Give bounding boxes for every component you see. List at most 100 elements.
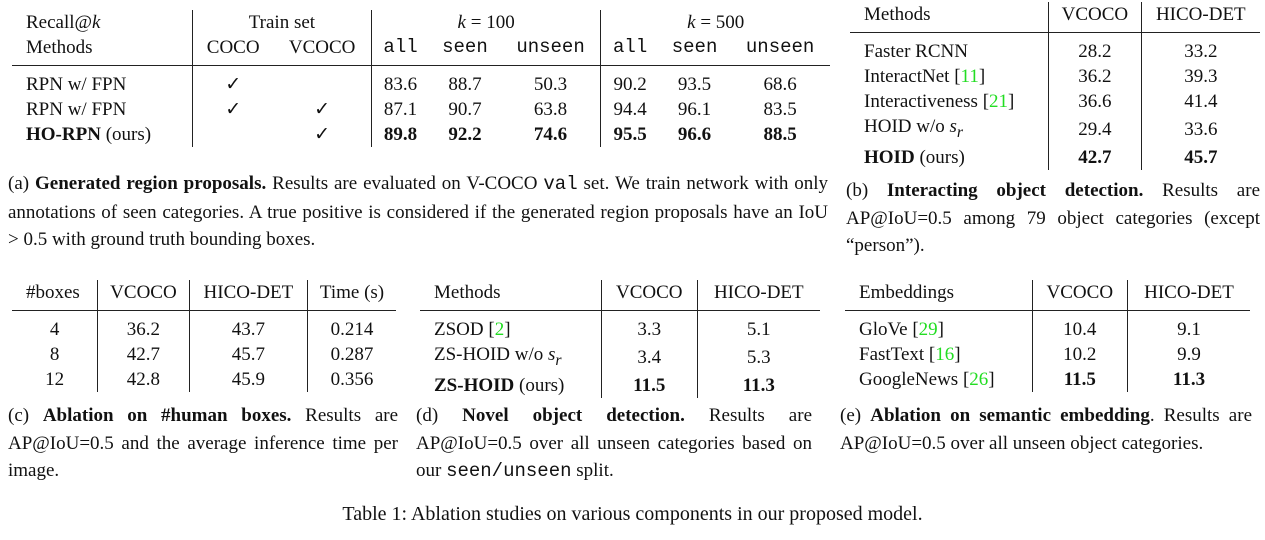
header-cell: VCOCO [1048,2,1142,33]
header-cell: k = 100 [371,10,602,35]
value-cell: 89.8 [383,124,418,145]
header-cell: unseen [500,35,602,66]
value-cell: 5.3 [746,346,771,368]
table-e-semantic-embedding: Embeddings VCOCO HICO-DET GloVe [29] 10.4 9.1… [845,280,1250,392]
value-cell: 0.214 [330,319,374,340]
caption-text: Results are AP@IoU=0.5 over all unseen c… [416,405,812,481]
caption-text: Results are evaluated on V-COCO [272,173,538,194]
value-cell: 45.7 [189,342,309,367]
header-cell: COCO [192,35,274,66]
value-cell: 42.7 [97,342,190,367]
value-cell: 41.4 [1184,91,1218,112]
value-cell [192,122,273,147]
table-b-interacting-object-detection: Methods VCOCO HICO-DET Faster RCNN 28.2 33.2 I… [850,2,1260,170]
value-cell: 3.3 [601,310,698,342]
header-cell: k = 500 [687,12,745,33]
header-cell: seen [658,35,731,66]
table-a: Recall@k Train set k = 100 k = 500 Methods CO… [12,10,830,147]
value-cell: 96.1 [677,99,712,120]
header-row: Embeddings VCOCO HICO-DET [845,280,1250,311]
value-cell: 33.2 [1184,41,1218,62]
table-c: #boxes VCOCO HICO-DET Time (s) 4 36.2 43.7 0.21… [12,280,396,392]
header-cell: #boxes [12,280,99,311]
value-cell: 45.7 [1184,146,1218,168]
math-var: k [457,12,466,33]
method-name: ZS-HOID [434,374,515,396]
caption-a: (a) Generated region proposals. Results … [8,170,828,254]
method-cell: GoogleNews [26] [845,367,1033,392]
table-b: Methods VCOCO HICO-DET Faster RCNN 28.2 33.2 I… [850,2,1260,170]
caption-text: Results are AP@IoU=0.5 and the average i… [8,405,399,481]
caption-code: val [543,173,578,195]
value-cell: 12 [12,367,99,392]
value-cell: 29.4 [1048,114,1142,145]
table-row: 8 42.7 45.7 0.287 [12,342,396,367]
citation: 21 [989,91,1009,112]
method-suffix: (ours) [919,146,965,168]
math-subscript: r [957,124,963,141]
value-cell: 45.9 [189,367,309,392]
math-var: k [92,12,101,33]
table-row: HO-RPN (ours) ✓ 89.8 92.2 74.6 95.5 96.6 88.5 [12,122,830,147]
table-caption: Table 1: Ablation studies on various com… [342,503,923,525]
caption-title: Novel object detection. [462,405,685,426]
header-cell: all [600,35,659,66]
caption-title: Generated region proposals. [35,173,267,194]
caption-tag: (a) [8,173,30,194]
method-cell: HOID (ours) [850,144,1050,170]
caption-tag: (c) [8,405,30,426]
value-cell: 88.5 [763,124,797,145]
caption-tag: (d) [416,405,439,426]
table-row: InteractNet [11] 36.2 39.3 [850,64,1260,89]
header-cell: Methods [420,280,602,311]
citation: 29 [918,319,938,340]
math-var: s [949,116,957,137]
header-cell: HICO-DET [1141,2,1260,33]
method-name: HO-RPN [26,124,101,145]
value-cell: 93.5 [677,74,712,95]
value-cell: 43.7 [189,310,309,342]
value-cell: 94.4 [613,99,647,120]
method-name: GoogleNews [859,369,959,390]
value-cell: 11.5 [1032,367,1128,392]
value-cell: 42.7 [1048,144,1142,170]
caption-b: (b) Interacting object detection. Result… [846,177,1260,260]
caption-title: Ablation on #human boxes. [42,405,292,426]
header-cell: unseen [730,35,830,66]
method-name: HOID w/o [864,116,945,137]
value-cell: 11.3 [742,374,775,396]
header-cell: VCOCO [273,35,372,66]
caption-text: Results are AP@IoU=0.5 among 79 object c… [846,180,1260,256]
value-cell: 9.9 [1177,344,1201,365]
method-name: RPN w/ FPN [26,74,127,95]
header-cell: Time (s) [307,280,396,311]
method-name: ZSOD [434,319,484,340]
caption-tag: (b) [846,180,869,201]
method-name: HOID [864,146,915,168]
method-suffix: (ours) [519,374,565,396]
value-cell: 3.4 [601,342,698,373]
value-cell: 36.2 [1048,64,1142,89]
header-cell: Methods [850,2,1050,33]
table-row: HOID w/o sr 29.4 33.6 [850,114,1260,145]
value-cell: 90.7 [448,99,482,120]
table-row: ZS-HOID w/o sr 3.4 5.3 [420,342,820,373]
header-cell: Train set [192,10,372,35]
value-cell: 0.356 [330,369,374,390]
method-cell: ZS-HOID w/o sr [420,342,602,373]
method-name: FastText [859,344,925,365]
value-cell: 68.6 [763,74,797,95]
value-cell: 9.1 [1177,319,1201,340]
caption-text: . Results are AP@IoU=0.5 over all unseen… [840,405,1252,454]
method-name: GloVe [859,319,908,340]
table-d-novel-object-detection: Methods VCOCO HICO-DET ZSOD [2] 3.3 5.1 ZS-HOI… [420,280,820,398]
value-cell: 87.1 [383,99,418,120]
citation: 16 [935,344,955,365]
caption-text: split. [576,460,614,481]
value-cell: 39.3 [1184,66,1218,87]
caption-d: (d) Novel object detection. Results are … [416,402,812,486]
table-d: Methods VCOCO HICO-DET ZSOD [2] 3.3 5.1 ZS-HOI… [420,280,820,398]
method-name: Interactiveness [864,91,978,112]
checkmark: ✓ [273,122,372,147]
table-e: Embeddings VCOCO HICO-DET GloVe [29] 10.4 9.1… [845,280,1250,392]
